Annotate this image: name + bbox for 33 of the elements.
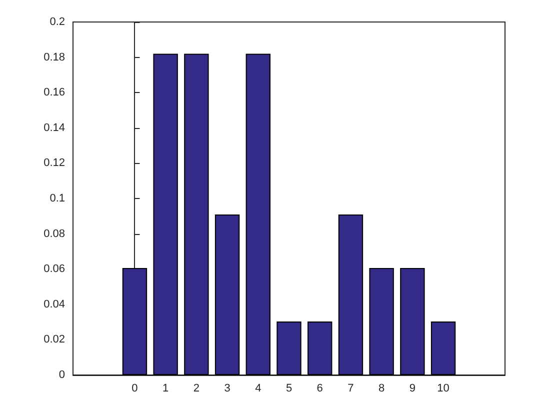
bar [214, 214, 240, 375]
bar [308, 322, 332, 375]
bar [338, 214, 364, 375]
x-tick-label: 10 [437, 382, 450, 394]
x-tick-label: 7 [348, 382, 354, 394]
x-tick-label: 2 [193, 382, 200, 394]
y-tick-label: 0.04 [44, 298, 65, 310]
bar [276, 322, 302, 375]
x-tick-label: 0 [132, 382, 138, 394]
bar [153, 54, 178, 375]
bar [184, 54, 209, 375]
y-tick-label: 0.18 [44, 51, 65, 64]
bar [430, 322, 456, 375]
bar [246, 54, 270, 375]
x-tick-label: 4 [255, 382, 262, 394]
y-tick-label: 0.16 [44, 86, 65, 99]
bar [122, 268, 148, 375]
x-tick-label: 3 [224, 382, 230, 394]
x-tick-label: 8 [378, 382, 385, 394]
y-tick-label: 0.14 [44, 122, 65, 134]
x-tick-label: 6 [316, 382, 323, 394]
bar [369, 268, 394, 375]
y-tick-label: 0.02 [44, 334, 65, 346]
y-tick-label: 0.1 [50, 192, 65, 204]
x-tick-label: 9 [409, 382, 416, 394]
y-tick-label: 0 [58, 369, 65, 381]
bar [400, 268, 425, 375]
y-tick-label: 0.08 [44, 228, 65, 240]
y-tick-label: 0.2 [50, 16, 65, 28]
y-tick-label: 0.06 [44, 263, 65, 276]
y-tick-label: 0.12 [44, 157, 65, 170]
x-tick-label: 1 [162, 382, 169, 394]
x-tick-label: 5 [286, 382, 292, 394]
